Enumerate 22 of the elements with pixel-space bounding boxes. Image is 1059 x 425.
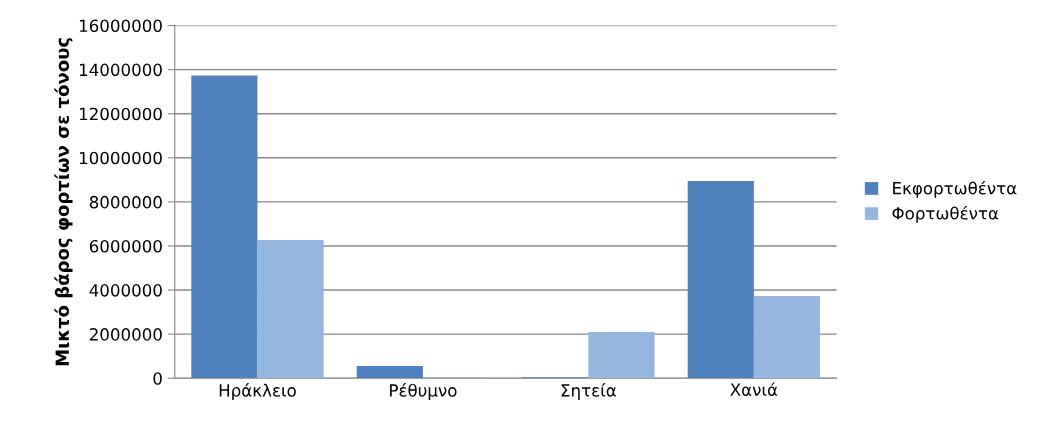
bar	[257, 240, 324, 379]
y-tick-label: 6000000	[89, 239, 162, 253]
x-tick-label: Ρέθυμνο	[390, 383, 457, 400]
bar	[356, 366, 423, 379]
y-axis-title: Μικτό βάρος φορτίων σε τόνους	[54, 38, 73, 366]
x-tick-label: Χανιά	[730, 382, 778, 396]
y-tick-label: 10000000	[79, 151, 162, 165]
legend-label: Φορτωθέντα	[892, 206, 999, 223]
bar	[753, 296, 821, 379]
y-tick-label: 2000000	[89, 328, 162, 341]
x-tick-label: Σητεία	[561, 383, 616, 400]
y-tick-label: 8000000	[89, 195, 162, 209]
y-tick-label: 16000000	[79, 19, 162, 33]
y-tick-label: 4000000	[89, 284, 162, 297]
x-tick-label: Ηράκλειο	[219, 383, 296, 400]
bar	[588, 331, 655, 379]
y-tick-label: 12000000	[79, 107, 162, 121]
y-tick-label: 14000000	[79, 63, 162, 77]
y-tick-label: 0	[153, 372, 162, 385]
bar	[687, 180, 754, 379]
bar	[191, 75, 258, 379]
legend-label: Εκφορτωθέντα	[893, 180, 1017, 198]
